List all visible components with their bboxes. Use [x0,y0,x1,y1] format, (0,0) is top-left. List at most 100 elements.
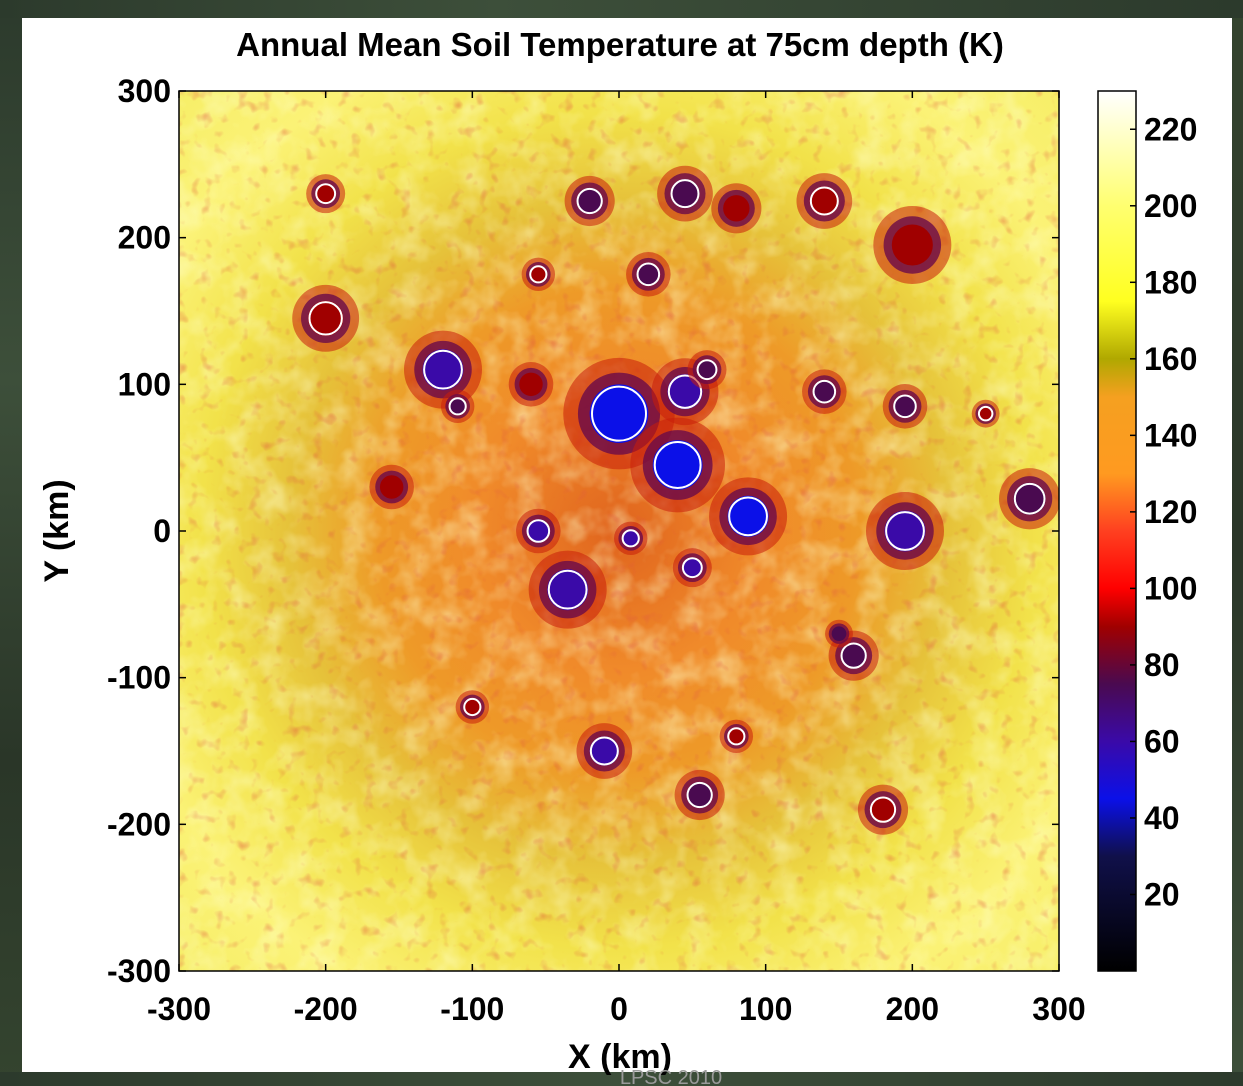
cold-trap-core [379,475,404,499]
cold-trap-contour [463,697,482,717]
x-tick-label: -100 [440,991,504,1027]
cold-trap-core [840,642,867,669]
cold-trap-contour [696,359,718,381]
cold-trap-core [893,394,917,419]
cold-trap-contour [526,519,551,543]
slide-background-top [0,0,1243,18]
cold-trap [865,491,945,571]
cold-trap [825,619,853,648]
slide-background-right [1232,0,1243,1086]
cold-trap-contour [621,529,640,548]
x-tick-label: 200 [886,991,939,1027]
cold-trap [711,183,762,234]
cold-trap [630,417,726,513]
cold-trap-core [576,187,603,215]
cold-trap-contour [728,496,768,537]
cold-trap [857,784,909,835]
cold-trap-core [686,781,713,809]
cold-trap-core [891,224,933,266]
cold-trap-core [308,300,344,336]
cold-trap-contour [1013,482,1046,515]
cold-trap [508,362,554,407]
y-tick-label: 100 [118,366,171,402]
chart-title: Annual Mean Soil Temperature at 75cm dep… [236,26,1004,63]
cold-trap-contour [315,183,337,205]
y-tick-label: 300 [118,73,171,109]
cold-trap-contour [809,186,839,216]
cold-trap-core [448,397,467,416]
x-tick-label: -300 [147,991,211,1027]
cold-trap-contour [686,781,713,809]
cold-trap [440,389,475,424]
cold-trap-core [463,698,482,716]
cold-trap-core [727,727,746,746]
y-tick-label: 0 [153,513,171,549]
cold-trap-core [547,569,589,611]
cold-trap [709,477,788,556]
cold-trap-core [589,736,619,766]
colorbar-tick-label: 180 [1144,264,1197,300]
cold-trap-contour [576,187,603,215]
cold-trap [403,330,483,409]
cold-trap-contour [308,301,343,336]
cold-trap-contour [840,642,867,669]
cold-trap-core [831,626,847,642]
cold-trap-core [519,372,543,397]
cold-trap-core [315,183,336,204]
x-tick-label: 300 [1032,991,1085,1027]
colorbar-tick-label: 20 [1144,876,1180,912]
x-axis-label: X (km) [568,1038,672,1076]
colorbar-ticks: 220 200 180 160 140 120 100 80 60 40 20 [1130,111,1197,912]
cold-trap-contour [423,349,463,390]
x-tick-label: 100 [739,991,792,1027]
colorbar-tick-label: 60 [1144,723,1180,759]
cold-trap [455,690,490,724]
y-tick-label: -200 [107,806,171,842]
y-tick-label: 200 [118,220,171,256]
cold-trap-core [723,195,750,222]
cold-trap [999,468,1059,530]
cold-trap [564,175,615,227]
cold-trap-core [884,510,926,552]
cold-trap [369,464,414,510]
cold-trap-contour [653,441,702,489]
y-axis-label: Y (km) [38,479,76,582]
cold-trap [306,174,346,214]
cold-trap [576,723,633,779]
cold-trap-core [696,359,718,380]
heatmap [179,91,1059,971]
cold-trap-contour [448,397,467,416]
cold-trap [528,550,607,629]
cold-trap [674,769,725,821]
cold-trap-core [682,557,703,578]
cold-trap-core [422,349,464,391]
colorbar: 220 200 180 160 140 120 100 80 60 40 20 [1097,90,1197,972]
cold-trap [672,548,712,588]
cold-trap-core [727,495,769,537]
cold-trap-contour [589,736,619,766]
cold-trap-contour [812,379,837,404]
cold-trap-core [636,262,661,287]
cold-trap-core [652,440,703,490]
slide-background-bottom [0,1072,1243,1086]
cold-trap [796,173,853,229]
cold-trap [292,284,360,352]
cold-trap-contour [667,374,703,409]
cold-trap-contour [893,394,917,419]
x-axis-ticks: -300 -200 -100 0 100 200 300 [147,91,1086,1027]
colorbar-tick-label: 140 [1144,417,1197,453]
cold-trap-contour [636,262,661,287]
cold-trap [873,205,952,285]
colorbar-tick-label: 200 [1144,188,1197,224]
cold-trap-contour [885,511,925,551]
colorbar-tick-label: 120 [1144,494,1197,530]
cold-trap-contour [727,727,746,746]
conference-footnote: LPSC 2010 [620,1067,722,1086]
colorbar-scale [1097,90,1137,972]
cold-trap-contour [869,796,897,823]
cold-trap [516,508,561,554]
cold-trap-core [589,384,649,443]
y-tick-label: -300 [107,953,171,989]
cold-trap-core [809,186,839,216]
